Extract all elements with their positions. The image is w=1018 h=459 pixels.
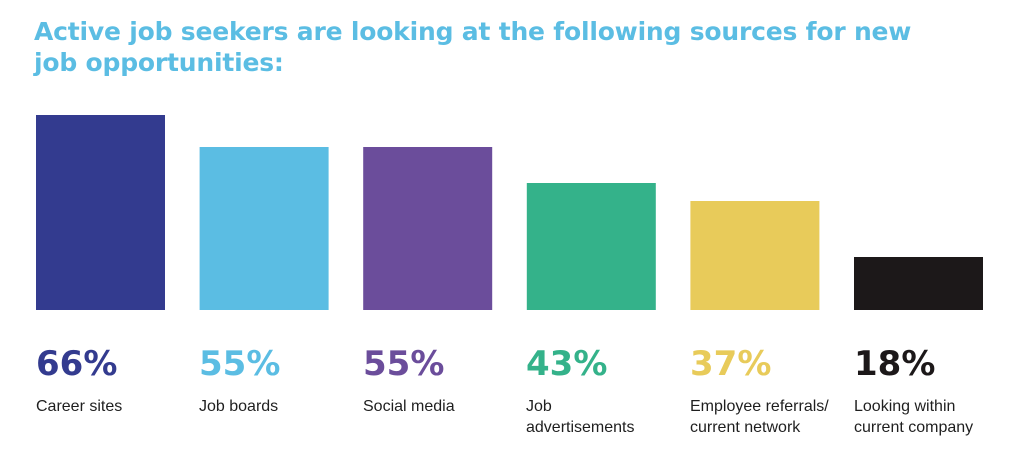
bar-within-company xyxy=(854,257,983,310)
bar-social-media xyxy=(363,147,493,310)
value-label-job-advertisements: 43% xyxy=(526,344,608,384)
value-label-career-sites: 66% xyxy=(36,344,118,384)
value-label-social-media: 55% xyxy=(363,344,445,384)
bar-employee-referrals xyxy=(690,201,820,310)
category-label-job-advertisements: Job advertisements xyxy=(526,398,635,436)
category-label-career-sites: Career sites xyxy=(36,398,123,415)
bar-job-advertisements xyxy=(526,183,656,310)
bar-job-boards xyxy=(199,147,329,310)
category-label-social-media: Social media xyxy=(363,398,455,415)
value-label-job-boards: 55% xyxy=(199,344,281,384)
category-label-job-boards: Job boards xyxy=(199,398,279,415)
value-label-within-company: 18% xyxy=(854,344,936,384)
category-label-within-company: Looking within current company xyxy=(854,398,974,436)
chart-title: Active job seekers are looking at the fo… xyxy=(34,17,912,77)
category-label-employee-referrals: Employee referrals/ current network xyxy=(690,398,829,436)
value-label-employee-referrals: 37% xyxy=(690,344,772,384)
bar-career-sites xyxy=(36,115,165,310)
